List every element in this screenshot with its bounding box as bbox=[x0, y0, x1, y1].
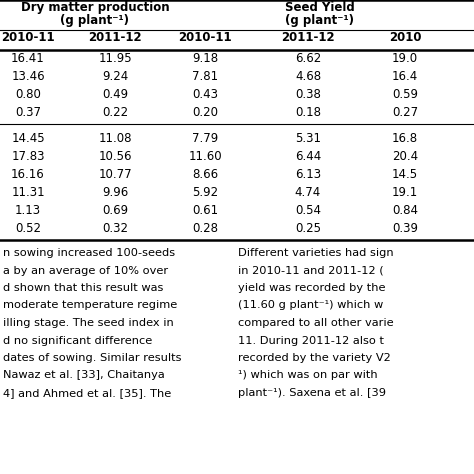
Text: 16.16: 16.16 bbox=[11, 168, 45, 181]
Text: 7.79: 7.79 bbox=[192, 132, 218, 145]
Text: (11.60 g plant⁻¹) which w: (11.60 g plant⁻¹) which w bbox=[238, 301, 383, 310]
Text: compared to all other varie: compared to all other varie bbox=[238, 318, 393, 328]
Text: 2011-12: 2011-12 bbox=[281, 31, 335, 44]
Text: 0.61: 0.61 bbox=[192, 204, 218, 217]
Text: 0.54: 0.54 bbox=[295, 204, 321, 217]
Text: 0.80: 0.80 bbox=[15, 88, 41, 101]
Text: 9.96: 9.96 bbox=[102, 186, 128, 199]
Text: d no significant difference: d no significant difference bbox=[3, 336, 152, 346]
Text: 0.38: 0.38 bbox=[295, 88, 321, 101]
Text: a by an average of 10% over: a by an average of 10% over bbox=[3, 265, 168, 275]
Text: 16.8: 16.8 bbox=[392, 132, 418, 145]
Text: 2010-11: 2010-11 bbox=[1, 31, 55, 44]
Text: Seed Yield: Seed Yield bbox=[285, 1, 355, 14]
Text: 0.43: 0.43 bbox=[192, 88, 218, 101]
Text: plant⁻¹). Saxena et al. [39: plant⁻¹). Saxena et al. [39 bbox=[238, 388, 386, 398]
Text: 0.49: 0.49 bbox=[102, 88, 128, 101]
Text: recorded by the variety V2: recorded by the variety V2 bbox=[238, 353, 391, 363]
Text: 0.39: 0.39 bbox=[392, 222, 418, 235]
Text: 9.24: 9.24 bbox=[102, 70, 128, 83]
Text: 19.0: 19.0 bbox=[392, 52, 418, 65]
Text: Dry matter production: Dry matter production bbox=[21, 1, 169, 14]
Text: 10.77: 10.77 bbox=[98, 168, 132, 181]
Text: Nawaz et al. [33], Chaitanya: Nawaz et al. [33], Chaitanya bbox=[3, 371, 165, 381]
Text: 6.44: 6.44 bbox=[295, 150, 321, 163]
Text: 11.60: 11.60 bbox=[188, 150, 222, 163]
Text: 16.4: 16.4 bbox=[392, 70, 418, 83]
Text: 14.45: 14.45 bbox=[11, 132, 45, 145]
Text: 11.95: 11.95 bbox=[98, 52, 132, 65]
Text: 0.37: 0.37 bbox=[15, 106, 41, 119]
Text: d shown that this result was: d shown that this result was bbox=[3, 283, 164, 293]
Text: 14.5: 14.5 bbox=[392, 168, 418, 181]
Text: 7.81: 7.81 bbox=[192, 70, 218, 83]
Text: 4.68: 4.68 bbox=[295, 70, 321, 83]
Text: 2010-11: 2010-11 bbox=[178, 31, 232, 44]
Text: (g plant⁻¹): (g plant⁻¹) bbox=[285, 14, 355, 27]
Text: 0.22: 0.22 bbox=[102, 106, 128, 119]
Text: yield was recorded by the: yield was recorded by the bbox=[238, 283, 385, 293]
Text: 5.92: 5.92 bbox=[192, 186, 218, 199]
Text: in 2010-11 and 2011-12 (: in 2010-11 and 2011-12 ( bbox=[238, 265, 384, 275]
Text: n sowing increased 100-seeds: n sowing increased 100-seeds bbox=[3, 248, 175, 258]
Text: moderate temperature regime: moderate temperature regime bbox=[3, 301, 177, 310]
Text: 11. During 2011-12 also t: 11. During 2011-12 also t bbox=[238, 336, 384, 346]
Text: 6.62: 6.62 bbox=[295, 52, 321, 65]
Text: 9.18: 9.18 bbox=[192, 52, 218, 65]
Text: illing stage. The seed index in: illing stage. The seed index in bbox=[3, 318, 174, 328]
Text: dates of sowing. Similar results: dates of sowing. Similar results bbox=[3, 353, 182, 363]
Text: 2010: 2010 bbox=[389, 31, 421, 44]
Text: (g plant⁻¹): (g plant⁻¹) bbox=[61, 14, 129, 27]
Text: 6.13: 6.13 bbox=[295, 168, 321, 181]
Text: 10.56: 10.56 bbox=[98, 150, 132, 163]
Text: 0.20: 0.20 bbox=[192, 106, 218, 119]
Text: 0.84: 0.84 bbox=[392, 204, 418, 217]
Text: 0.59: 0.59 bbox=[392, 88, 418, 101]
Text: 2011-12: 2011-12 bbox=[88, 31, 142, 44]
Text: 13.46: 13.46 bbox=[11, 70, 45, 83]
Text: 0.69: 0.69 bbox=[102, 204, 128, 217]
Text: 20.4: 20.4 bbox=[392, 150, 418, 163]
Text: 0.28: 0.28 bbox=[192, 222, 218, 235]
Text: Different varieties had sign: Different varieties had sign bbox=[238, 248, 393, 258]
Text: 11.31: 11.31 bbox=[11, 186, 45, 199]
Text: 17.83: 17.83 bbox=[11, 150, 45, 163]
Text: 19.1: 19.1 bbox=[392, 186, 418, 199]
Text: 4] and Ahmed et al. [35]. The: 4] and Ahmed et al. [35]. The bbox=[3, 388, 171, 398]
Text: 1.13: 1.13 bbox=[15, 204, 41, 217]
Text: 0.27: 0.27 bbox=[392, 106, 418, 119]
Text: 4.74: 4.74 bbox=[295, 186, 321, 199]
Text: 5.31: 5.31 bbox=[295, 132, 321, 145]
Text: 8.66: 8.66 bbox=[192, 168, 218, 181]
Text: 16.41: 16.41 bbox=[11, 52, 45, 65]
Text: 0.25: 0.25 bbox=[295, 222, 321, 235]
Text: ¹) which was on par with: ¹) which was on par with bbox=[238, 371, 378, 381]
Text: 0.18: 0.18 bbox=[295, 106, 321, 119]
Text: 0.32: 0.32 bbox=[102, 222, 128, 235]
Text: 0.52: 0.52 bbox=[15, 222, 41, 235]
Text: 11.08: 11.08 bbox=[98, 132, 132, 145]
